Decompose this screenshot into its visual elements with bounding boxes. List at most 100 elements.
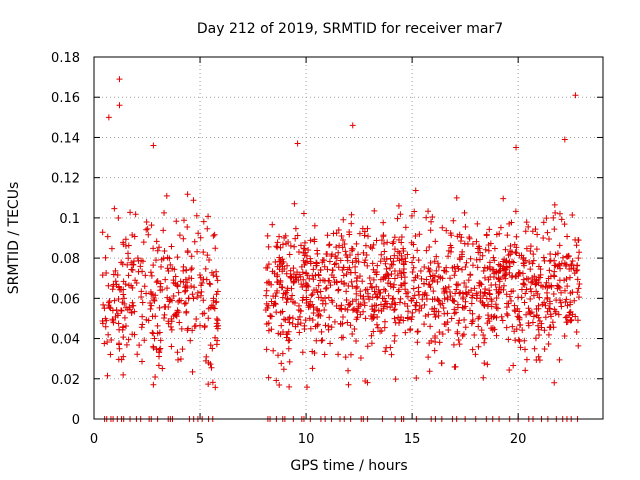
data-point [496, 267, 503, 274]
data-point [336, 242, 343, 249]
data-point [403, 290, 410, 297]
data-point [423, 247, 430, 254]
data-point [191, 238, 198, 245]
data-point [558, 303, 565, 310]
data-point [326, 258, 333, 265]
data-point [374, 314, 381, 321]
data-point [427, 266, 434, 273]
data-point [571, 297, 578, 304]
data-point [288, 274, 295, 281]
data-point [306, 275, 313, 282]
data-point [402, 286, 409, 293]
data-point [457, 289, 464, 296]
data-point [495, 290, 502, 297]
data-point [410, 241, 417, 248]
data-point [564, 302, 571, 309]
data-point [122, 322, 129, 329]
data-point [480, 332, 487, 339]
data-point [552, 209, 559, 216]
data-point [338, 334, 345, 341]
data-point [391, 307, 398, 314]
data-point [544, 294, 551, 301]
data-point [554, 250, 561, 257]
data-point [122, 281, 129, 288]
data-point [355, 251, 362, 258]
data-point [512, 337, 519, 344]
data-point [368, 340, 375, 347]
data-point [404, 293, 411, 300]
data-point [131, 233, 138, 240]
data-point [207, 281, 214, 288]
data-point [440, 305, 447, 312]
data-point [564, 253, 571, 260]
data-point [435, 273, 442, 280]
data-point [339, 266, 346, 273]
data-point [558, 260, 565, 267]
data-point [279, 328, 286, 335]
data-point [412, 274, 419, 281]
x-tick-label: 10 [298, 432, 315, 447]
data-point [133, 279, 140, 286]
data-point [110, 271, 117, 278]
data-point [335, 227, 342, 234]
data-point [556, 210, 563, 217]
data-point [485, 247, 492, 254]
data-point [309, 272, 316, 279]
data-point [212, 299, 219, 306]
data-point [575, 255, 582, 262]
data-point [429, 213, 436, 220]
data-point [515, 314, 522, 321]
data-point [388, 271, 395, 278]
data-point [412, 232, 419, 239]
data-point [480, 374, 487, 381]
data-point [335, 286, 342, 293]
data-point [353, 277, 360, 284]
data-point [384, 239, 391, 246]
data-point [115, 296, 122, 303]
data-point [116, 76, 123, 83]
data-point [292, 323, 299, 330]
data-point [108, 336, 115, 343]
data-point [189, 368, 196, 375]
data-point [546, 267, 553, 274]
data-point [101, 340, 108, 347]
data-point [150, 344, 157, 351]
data-point [197, 292, 204, 299]
data-point [500, 265, 507, 272]
data-point [531, 345, 538, 352]
data-point [508, 297, 515, 304]
data-point [304, 272, 311, 279]
data-point [402, 255, 409, 262]
data-point [120, 334, 127, 341]
data-point [552, 262, 559, 269]
data-point [120, 323, 127, 330]
data-point [272, 300, 279, 307]
data-point [542, 314, 549, 321]
data-point [279, 268, 286, 275]
data-point [299, 284, 306, 291]
data-point [374, 262, 381, 269]
data-point [398, 274, 405, 281]
data-point [426, 368, 433, 375]
data-point [521, 262, 528, 269]
data-point [368, 332, 375, 339]
data-point [112, 267, 119, 274]
data-point [387, 344, 394, 351]
data-point [310, 276, 317, 283]
data-point [322, 322, 329, 329]
data-point [353, 338, 360, 345]
data-point [525, 320, 532, 327]
data-point [449, 264, 456, 271]
data-point [477, 288, 484, 295]
data-point [290, 278, 297, 285]
data-point [392, 301, 399, 308]
data-point [158, 263, 165, 270]
data-point [362, 257, 369, 264]
data-point [523, 245, 530, 252]
data-point [503, 258, 510, 265]
data-point [493, 332, 500, 339]
data-point [367, 243, 374, 250]
data-point [329, 251, 336, 258]
data-point [436, 339, 443, 346]
